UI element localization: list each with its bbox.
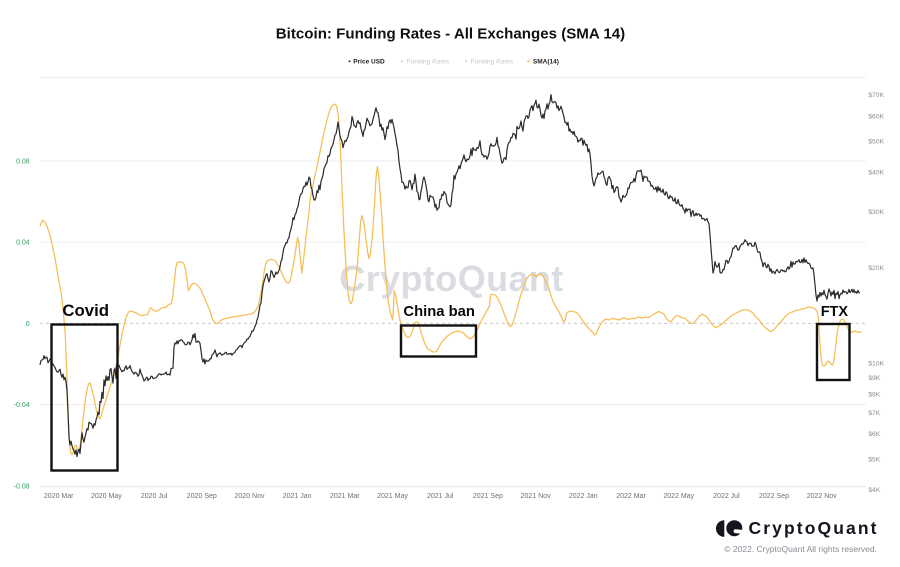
svg-text:Funding Rates: Funding Rates bbox=[471, 59, 514, 66]
svg-text:CryptoQuant: CryptoQuant bbox=[749, 518, 879, 538]
svg-text:0.04: 0.04 bbox=[16, 240, 30, 247]
svg-text:-0.04: -0.04 bbox=[14, 402, 30, 409]
svg-text:$20K: $20K bbox=[868, 265, 884, 272]
svg-text:$40K: $40K bbox=[868, 169, 884, 176]
svg-text:0: 0 bbox=[26, 321, 30, 328]
svg-text:FTX: FTX bbox=[821, 304, 849, 320]
svg-text:2022 Jul: 2022 Jul bbox=[713, 493, 740, 500]
svg-text:2021 May: 2021 May bbox=[377, 493, 408, 500]
svg-text:CryptoQuant: CryptoQuant bbox=[339, 258, 563, 299]
svg-text:$8K: $8K bbox=[868, 391, 881, 398]
svg-text:2021 Jan: 2021 Jan bbox=[283, 493, 312, 500]
svg-text:2020 May: 2020 May bbox=[91, 493, 122, 500]
svg-text:$30K: $30K bbox=[868, 209, 884, 216]
svg-text:$9K: $9K bbox=[868, 375, 881, 382]
svg-text:$50K: $50K bbox=[868, 139, 884, 146]
svg-text:2021 Mar: 2021 Mar bbox=[330, 493, 360, 500]
svg-text:2020 Jul: 2020 Jul bbox=[141, 493, 168, 500]
svg-text:2021 Jul: 2021 Jul bbox=[427, 493, 454, 500]
svg-text:$60K: $60K bbox=[868, 114, 884, 121]
svg-text:Funding Rates: Funding Rates bbox=[407, 59, 450, 66]
svg-text:$6K: $6K bbox=[868, 431, 881, 438]
svg-text:2020 Nov: 2020 Nov bbox=[235, 493, 265, 500]
svg-text:2022 May: 2022 May bbox=[663, 493, 694, 500]
svg-text:2021 Sep: 2021 Sep bbox=[473, 493, 503, 500]
svg-text:$7K: $7K bbox=[868, 410, 881, 417]
svg-text:2020 Mar: 2020 Mar bbox=[44, 493, 74, 500]
svg-text:$4K: $4K bbox=[868, 487, 881, 494]
svg-text:-0.08: -0.08 bbox=[14, 483, 30, 490]
svg-text:0.08: 0.08 bbox=[16, 159, 30, 166]
svg-text:2022 Sep: 2022 Sep bbox=[759, 493, 789, 500]
svg-text:2022 Mar: 2022 Mar bbox=[616, 493, 646, 500]
svg-text:2022 Nov: 2022 Nov bbox=[807, 493, 837, 500]
svg-text:© 2022. CryptoQuant All rights: © 2022. CryptoQuant All rights reserved. bbox=[724, 544, 877, 554]
svg-text:$5K: $5K bbox=[868, 456, 881, 463]
svg-text:Bitcoin: Funding Rates - All E: Bitcoin: Funding Rates - All Exchanges (… bbox=[276, 25, 625, 42]
svg-text:$70K: $70K bbox=[868, 92, 884, 99]
svg-text:SMA(14): SMA(14) bbox=[533, 59, 559, 66]
svg-text:Price USD: Price USD bbox=[353, 59, 385, 66]
svg-text:China ban: China ban bbox=[403, 304, 475, 320]
svg-text:2022 Jan: 2022 Jan bbox=[569, 493, 598, 500]
svg-text:$10K: $10K bbox=[868, 361, 884, 368]
svg-text:2020 Sep: 2020 Sep bbox=[187, 493, 217, 500]
svg-text:2021 Nov: 2021 Nov bbox=[521, 493, 551, 500]
svg-text:Covid: Covid bbox=[62, 301, 109, 320]
